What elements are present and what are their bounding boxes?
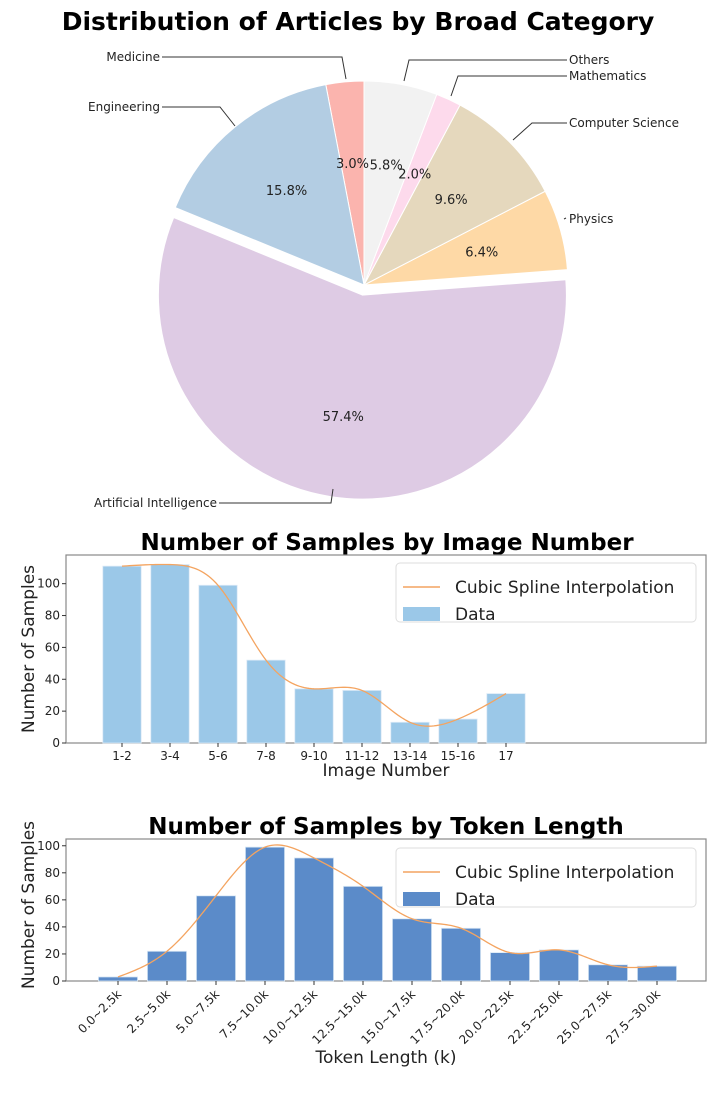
pie-pct-computer-science: 9.6%	[435, 193, 468, 208]
bar-12-5-15-0k	[342, 885, 383, 982]
x-tick-label: 7-8	[256, 749, 276, 763]
bar-15-0-17-5k	[391, 918, 432, 982]
bar-3-4	[150, 564, 190, 744]
y-tick-label: 60	[45, 893, 60, 907]
x-tick-label: 1-2	[112, 749, 132, 763]
leader-line-engineering	[162, 106, 236, 127]
pie-pct-others: 5.8%	[370, 159, 403, 174]
spline-curve	[121, 563, 507, 727]
pie-label-engineering: Engineering	[88, 100, 160, 114]
x-tick-label: 15-16	[441, 749, 476, 763]
pie-slice-artificial-intelligence	[157, 216, 567, 500]
bar-17-5-20-0k	[440, 927, 481, 982]
pie-label-artificial-intelligence: Artificial Intelligence	[94, 496, 217, 510]
legend-item-data: Data	[455, 890, 496, 910]
y-tick-label: 40	[45, 672, 60, 686]
y-tick-label: 20	[45, 947, 60, 961]
y-tick-label: 80	[45, 866, 60, 880]
bar-5-6	[198, 584, 238, 744]
pie-pct-physics: 6.4%	[465, 246, 498, 261]
bar-1-2	[102, 565, 142, 744]
legend-box	[395, 847, 697, 908]
bar-11-12	[342, 690, 382, 744]
x-tick-label: 5.0~7.5k	[173, 987, 222, 1036]
pie-pct-medicine: 3.0%	[336, 157, 369, 172]
x-tick-label: 17	[498, 749, 513, 763]
bar2-title: Number of Samples by Token Length	[148, 814, 624, 840]
legend-bar-swatch	[403, 892, 440, 906]
pie-label-physics: Physics	[569, 212, 613, 226]
pie-chart: Distribution of Articles by Broad Catego…	[62, 7, 679, 510]
pie-pct-artificial-intelligence: 57.4%	[323, 410, 364, 425]
legend-item-data: Data	[455, 605, 496, 625]
bar-20-0-22-5k	[489, 952, 530, 982]
leader-line-others	[403, 59, 567, 82]
bar-10-0-12-5k	[293, 857, 334, 982]
pie-slices	[157, 80, 568, 500]
legend-box	[395, 562, 697, 623]
bar-7-8	[246, 659, 286, 744]
spline-curve	[117, 844, 658, 978]
pie-title: Distribution of Articles by Broad Catego…	[62, 7, 655, 36]
legend-item-spline: Cubic Spline Interpolation	[455, 863, 674, 883]
y-tick-label: 40	[45, 920, 60, 934]
bar-22-5-25-0k	[539, 949, 580, 982]
bar-0-0-2-5k	[98, 976, 139, 982]
x-tick-label: 3-4	[160, 749, 180, 763]
bar-9-10	[294, 688, 334, 744]
x-axis-label: Image Number	[323, 761, 450, 781]
y-tick-label: 20	[45, 704, 60, 718]
x-tick-label: 2.5~5.0k	[124, 987, 173, 1036]
token-length-bar-chart: Number of Samples by Token Length 0 20 40 6…	[19, 814, 707, 1068]
leader-line-artificial-intelligence	[219, 488, 334, 504]
pie-label-medicine: Medicine	[106, 50, 160, 64]
y-tick-label: 80	[45, 609, 60, 623]
y-axis-label: Number of Samples	[19, 821, 39, 989]
y-tick-label: 60	[45, 640, 60, 654]
leader-line-physics	[563, 217, 567, 220]
x-axis-label: Token Length (k)	[315, 1048, 457, 1068]
pie-pct-engineering: 15.8%	[266, 184, 307, 199]
x-tick-label: 11-12	[345, 749, 380, 763]
leader-line-mathematics	[450, 75, 567, 97]
y-tick-label: 0	[52, 736, 60, 750]
pie-label-mathematics: Mathematics	[569, 69, 646, 83]
pie-label-computer-science: Computer Science	[569, 116, 679, 130]
bar-5-0-7-5k	[195, 895, 236, 982]
y-tick-label: 100	[37, 839, 60, 853]
pie-label-others: Others	[569, 53, 609, 67]
x-tick-label: 9-10	[300, 749, 327, 763]
bar1-plot-frame	[65, 554, 707, 744]
legend: Cubic Spline Interpolation Data	[395, 847, 697, 910]
x-tick-label: 5-6	[208, 749, 228, 763]
bar-2-5-5-0k	[146, 950, 187, 982]
y-tick-label: 0	[52, 974, 60, 988]
pie-slice-others	[363, 80, 438, 286]
pie-pct-mathematics: 2.0%	[398, 168, 431, 183]
bar-27-5-30-0k	[637, 965, 678, 982]
y-axis-label: Number of Samples	[19, 565, 39, 733]
bar-7-5-10-0k	[244, 846, 285, 982]
x-tick-label: 13-14	[393, 749, 428, 763]
bar1-title: Number of Samples by Image Number	[140, 530, 634, 556]
pie-labels: 3.0% Medicine 15.8% Engineering 57.4% Artific…	[88, 50, 679, 510]
bar2-plot-frame	[65, 838, 707, 982]
y-tick-label: 100	[37, 577, 60, 591]
bar-15-16	[438, 718, 478, 744]
legend: Cubic Spline Interpolation Data	[395, 562, 697, 625]
x-tick-label: 0.0~2.5k	[75, 987, 124, 1036]
leader-line-medicine	[162, 56, 347, 80]
legend-bar-swatch	[403, 607, 440, 621]
pie-slice-engineering	[174, 84, 365, 286]
pie-slice-computer-science	[362, 104, 546, 287]
legend-item-spline: Cubic Spline Interpolation	[455, 578, 674, 598]
image-number-bar-chart: Number of Samples by Image Number 0 20 40 6…	[19, 530, 707, 781]
leader-line-computer-science	[512, 122, 567, 141]
